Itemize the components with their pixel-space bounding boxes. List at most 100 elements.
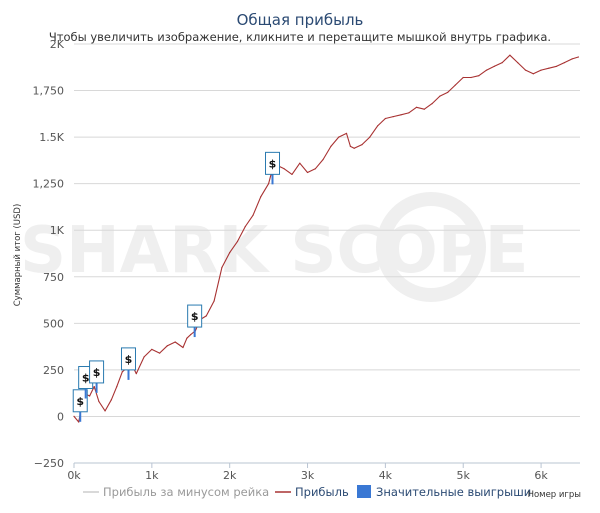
x-tick-label: 2k	[223, 469, 237, 482]
data-point	[89, 395, 91, 397]
flag-label: $	[76, 395, 84, 408]
data-point	[121, 371, 123, 373]
data-point	[532, 73, 534, 75]
data-point	[361, 144, 363, 146]
data-point	[104, 410, 106, 412]
x-tick-label: 5k	[457, 469, 471, 482]
data-point	[493, 65, 495, 67]
flag-label: $	[125, 353, 133, 366]
significant-win-flag[interactable]: $	[72, 389, 88, 422]
y-tick-label: 1K	[50, 224, 65, 237]
data-point	[151, 348, 153, 350]
x-tick-label: 6k	[534, 469, 548, 482]
data-point	[116, 386, 118, 388]
data-point	[135, 373, 137, 375]
data-point	[306, 171, 309, 174]
data-point	[415, 106, 418, 108]
data-point	[556, 65, 558, 67]
data-point	[299, 162, 301, 164]
data-point	[377, 125, 379, 127]
significant-win-flag[interactable]: $	[120, 347, 136, 380]
flag-label: $	[269, 157, 277, 170]
data-point	[384, 117, 386, 120]
legend-item-net[interactable]: Прибыль за минусом рейка	[83, 485, 269, 499]
grid	[74, 43, 580, 464]
legend-item-profit[interactable]: Прибыль	[275, 485, 349, 499]
y-tick-label: 750	[43, 271, 64, 284]
data-point	[486, 69, 488, 71]
data-point	[221, 266, 223, 269]
data-point	[517, 62, 519, 64]
data-point	[470, 76, 472, 79]
data-point	[174, 341, 176, 343]
data-point	[186, 337, 188, 339]
data-point	[213, 300, 215, 302]
legend-profit-label: Прибыль	[295, 485, 349, 499]
data-point	[408, 112, 410, 114]
data-point	[205, 315, 207, 317]
data-point	[577, 56, 580, 58]
data-point	[110, 399, 112, 401]
flag-box	[265, 151, 281, 175]
data-point	[338, 136, 340, 138]
y-tick-label: 0	[57, 410, 64, 423]
data-point	[330, 145, 332, 147]
flag-box	[72, 389, 88, 413]
legend-item-wins[interactable]: Значительные выигрыши	[357, 485, 531, 499]
data-point	[353, 147, 355, 149]
legend-wins-label: Значительные выигрыши	[376, 485, 531, 499]
data-point	[98, 400, 100, 403]
flag-label: $	[93, 366, 101, 379]
x-tick-label: 4k	[379, 469, 393, 482]
data-point	[563, 62, 566, 64]
data-point	[369, 136, 371, 138]
data-point	[501, 62, 503, 64]
y-tick-label: 500	[43, 317, 64, 330]
flag-box	[89, 360, 105, 384]
data-point	[143, 356, 145, 358]
data-point	[478, 75, 480, 77]
data-point	[540, 69, 542, 71]
watermark-text: SHARK SCOPE	[20, 214, 528, 288]
data-point	[571, 58, 573, 60]
data-point	[509, 54, 511, 56]
data-point	[314, 168, 316, 170]
data-point	[260, 196, 262, 198]
y-tick-label: 1,750	[33, 85, 65, 98]
data-point	[229, 252, 231, 254]
data-point	[190, 333, 192, 336]
data-point	[439, 95, 441, 97]
significant-win-flag[interactable]: $	[187, 304, 203, 338]
data-point	[236, 240, 239, 242]
data-point	[268, 183, 270, 185]
x-tick-label: 1k	[145, 469, 159, 482]
data-point	[349, 145, 351, 147]
data-point	[423, 108, 425, 110]
flag-box	[120, 347, 136, 371]
x-tick-label: 0k	[67, 469, 81, 482]
data-point	[182, 346, 184, 349]
significant-win-flag[interactable]: $	[265, 151, 281, 185]
y-tick-label: 1.5K	[39, 131, 64, 144]
y-axis-ticks: −250 0 250 500 750 1K 1,250 1.5K 1,750 2K	[33, 38, 65, 470]
legend-net-label: Прибыль за минусом рейка	[103, 485, 269, 499]
watermark-scope-icon	[376, 192, 486, 302]
x-tick-label: 3k	[301, 469, 315, 482]
data-point	[166, 345, 168, 347]
flag-box	[187, 304, 203, 328]
data-point	[548, 67, 550, 69]
x-axis-label: Номер игры	[528, 490, 581, 500]
data-point	[462, 76, 464, 79]
y-tick-label: 250	[43, 364, 64, 377]
legend-wins-swatch	[357, 485, 371, 498]
significant-wins-markers: $$ $$$$	[72, 151, 281, 422]
data-point	[159, 352, 161, 354]
y-axis-label: Суммарный итог (USD)	[13, 204, 23, 307]
x-axis-ticks: 0k 1k 2k 3k 4k 5k 6k	[67, 463, 548, 482]
significant-win-flag[interactable]: $	[89, 360, 105, 393]
data-point	[322, 158, 324, 161]
data-point	[454, 84, 456, 86]
data-point	[291, 173, 293, 175]
data-point	[252, 214, 254, 216]
